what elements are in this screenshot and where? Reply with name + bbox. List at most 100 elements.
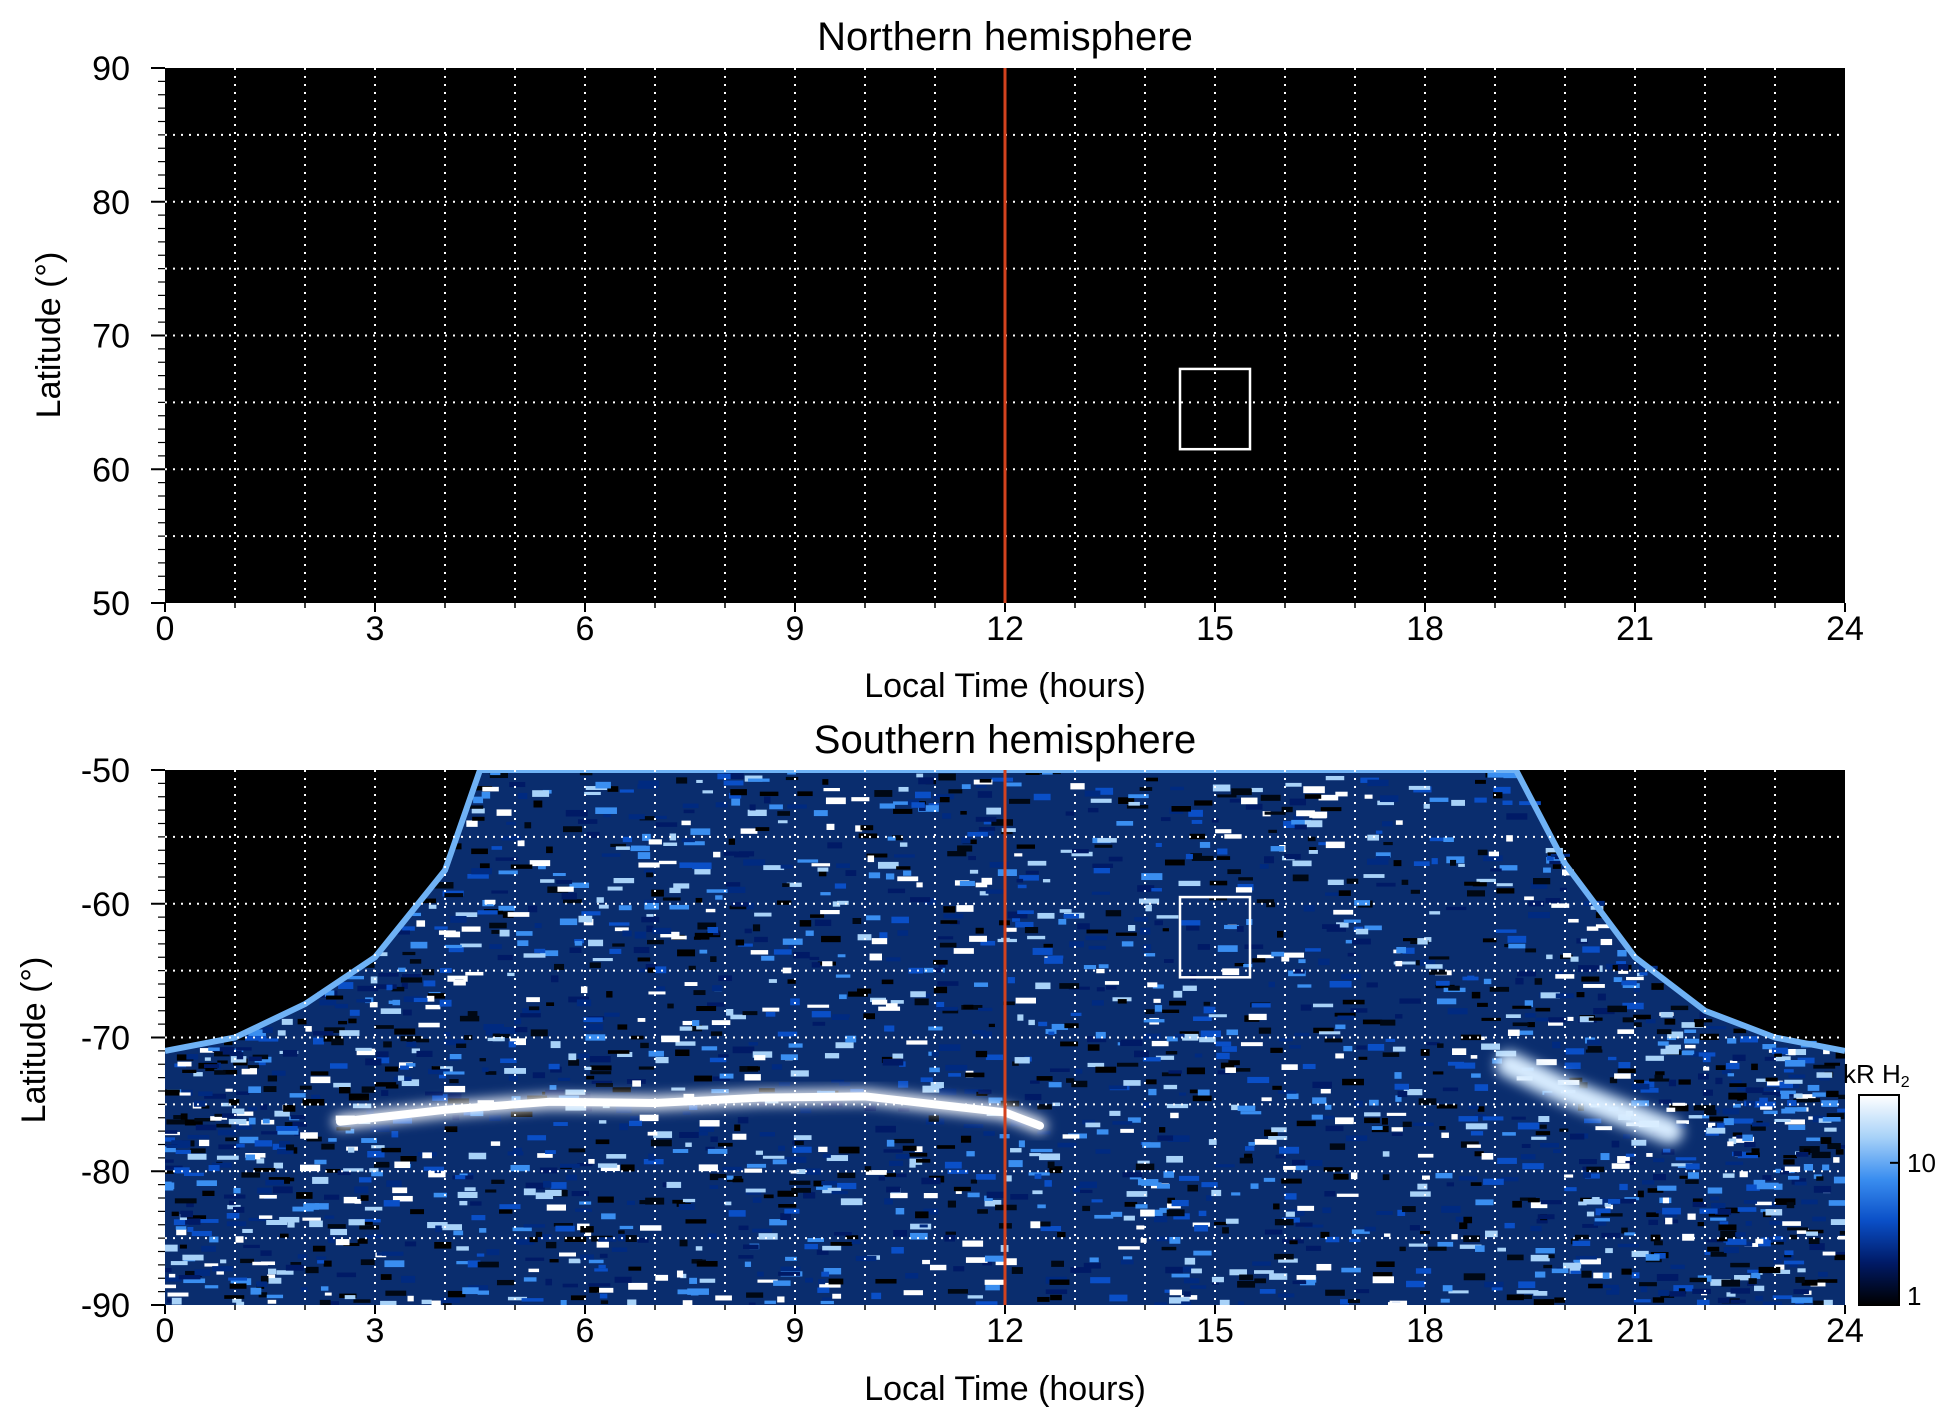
emission-pixel [248,1217,267,1222]
emission-pixel [1239,1274,1254,1281]
emission-pixel [1502,1132,1516,1136]
emission-pixel [1504,1222,1515,1229]
emission-pixel [1082,1119,1095,1125]
emission-pixel [1660,1011,1673,1018]
emission-pixel [1496,888,1515,894]
emission-pixel [376,952,388,957]
emission-pixel [216,1268,224,1275]
emission-pixel [182,1254,204,1261]
emission-pixel [1037,1204,1046,1209]
emission-pixel [1215,1041,1232,1047]
emission-pixel [1340,973,1362,980]
emission-pixel [1057,1142,1077,1148]
emission-pixel [1501,1177,1519,1182]
emission-pixel [1717,1297,1730,1304]
emission-pixel [1515,977,1524,985]
emission-pixel [1277,930,1284,938]
emission-pixel [1011,1267,1023,1274]
emission-pixel [1186,924,1200,931]
emission-pixel [292,1206,314,1212]
emission-pixel [607,786,619,792]
emission-pixel [566,1174,578,1181]
emission-pixel [1156,915,1179,919]
emission-pixel [909,1158,923,1165]
emission-pixel [1049,1279,1070,1285]
emission-pixel [1194,800,1213,806]
emission-pixel [435,1225,442,1233]
emission-pixel [1194,1053,1203,1058]
emission-pixel [699,1126,715,1132]
emission-pixel [1826,1113,1845,1120]
emission-pixel [1070,783,1085,790]
emission-pixel [1156,1236,1171,1242]
emission-pixel [448,1098,470,1104]
emission-pixel [666,1181,682,1188]
emission-pixel [892,835,903,841]
emission-pixel [1455,1062,1476,1069]
emission-pixel [863,1013,876,1020]
emission-pixel [683,809,695,814]
emission-pixel [1618,1062,1631,1069]
emission-pixel [1594,1218,1610,1222]
emission-pixel [1429,911,1441,915]
emission-pixel [517,940,529,947]
emission-pixel [980,940,996,946]
emission-pixel [718,1054,729,1058]
emission-pixel [1066,1078,1075,1083]
emission-pixel [510,864,533,869]
emission-pixel [1423,803,1430,809]
emission-pixel [711,1089,729,1094]
emission-pixel [242,1228,253,1233]
emission-pixel [1343,919,1361,923]
emission-pixel [452,1114,460,1121]
emission-pixel [1450,859,1457,866]
emission-pixel [1397,1209,1406,1216]
emission-pixel [166,1144,189,1148]
emission-pixel [1497,1247,1507,1252]
emission-pixel [1783,1155,1798,1159]
emission-pixel [1199,841,1211,848]
emission-pixel [410,941,428,949]
southern-hemisphere-panel: Southern hemisphere 0 3 6 9 12 15 18 21 24 -50-6… [15,718,1864,1408]
emission-pixel [1297,1205,1315,1211]
emission-pixel [977,791,993,798]
emission-pixel [496,809,512,816]
emission-pixel [456,1261,475,1265]
emission-pixel [1428,969,1447,975]
emission-pixel [1090,1277,1111,1284]
emission-pixel [933,967,943,973]
emission-pixel [175,1226,187,1230]
emission-pixel [1442,1087,1459,1092]
northern-hemisphere-panel: Northern hemisphere 0 3 6 9 12 15 18 21 24 50607… [30,15,1864,705]
emission-pixel [268,1268,277,1275]
emission-pixel [1715,1065,1726,1070]
emission-pixel [1639,972,1648,976]
emission-pixel [792,1146,812,1153]
emission-pixel [975,784,987,788]
emission-pixel [1399,998,1421,1004]
emission-pixel [1503,772,1518,779]
emission-pixel [1030,1080,1040,1084]
emission-pixel [1295,1222,1313,1227]
emission-pixel [1156,1183,1170,1189]
emission-pixel [963,1124,984,1129]
emission-pixel [729,905,747,910]
emission-pixel [465,971,484,976]
emission-pixel [1657,1185,1677,1191]
emission-pixel [1350,1008,1368,1013]
emission-pixel [1083,1262,1101,1269]
emission-pixel [1569,1267,1581,1274]
emission-pixel [289,1093,306,1098]
emission-pixel [1633,988,1640,993]
emission-pixel [545,1150,556,1154]
emission-pixel [743,859,766,866]
emission-pixel [1803,1163,1814,1171]
emission-pixel [831,1079,845,1083]
emission-pixel [401,974,421,978]
emission-pixel [1481,1043,1501,1050]
emission-pixel [555,1225,575,1232]
emission-pixel [459,1200,468,1206]
emission-pixel [1512,1200,1522,1208]
emission-pixel [171,1211,179,1217]
